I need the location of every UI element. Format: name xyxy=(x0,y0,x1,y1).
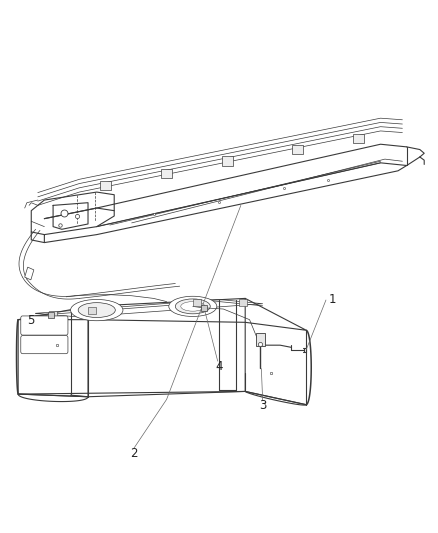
Bar xyxy=(292,145,303,155)
Ellipse shape xyxy=(169,296,217,317)
Bar xyxy=(239,300,247,306)
Text: 1: 1 xyxy=(329,294,336,306)
Bar xyxy=(25,267,34,280)
Bar xyxy=(49,311,57,318)
Text: 3: 3 xyxy=(259,399,266,413)
Ellipse shape xyxy=(78,303,115,318)
Ellipse shape xyxy=(181,302,205,311)
Bar xyxy=(353,134,364,143)
Ellipse shape xyxy=(71,300,123,321)
Bar xyxy=(193,299,201,306)
Text: 4: 4 xyxy=(215,360,223,373)
Bar xyxy=(161,168,172,178)
Text: 5: 5 xyxy=(27,314,34,327)
Text: 2: 2 xyxy=(130,447,138,460)
Bar xyxy=(100,181,111,190)
Ellipse shape xyxy=(175,299,210,314)
FancyBboxPatch shape xyxy=(21,316,68,335)
FancyBboxPatch shape xyxy=(21,336,68,354)
Bar xyxy=(256,333,265,346)
Bar xyxy=(223,157,233,166)
Bar xyxy=(88,307,96,314)
